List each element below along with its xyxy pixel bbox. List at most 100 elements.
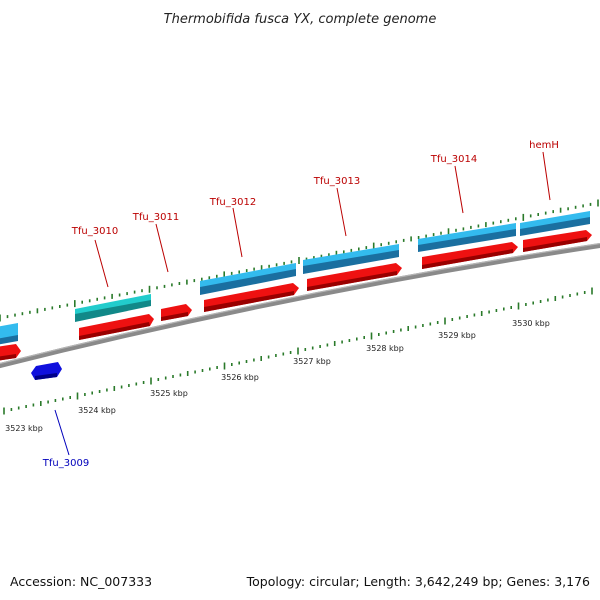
ruler-label: 3528 kbp (366, 344, 404, 353)
gene-Tfu_3011[interactable] (161, 304, 192, 321)
upper-tick (163, 284, 166, 288)
upper-tick (14, 313, 16, 317)
ruler-tick (62, 397, 64, 401)
gene-Tfu_3014-reverse-track[interactable] (422, 242, 518, 269)
gene-hemH[interactable] (520, 211, 590, 236)
ruler-tick (429, 322, 432, 326)
ruler-tick (532, 301, 534, 305)
genome-summary-text: Topology: circular; Length: 3,642,249 bp… (246, 574, 590, 589)
ruler-tick (561, 295, 564, 299)
gene-Tfu_3013[interactable] (303, 244, 399, 274)
ruler-tick (223, 362, 226, 370)
upper-tick (81, 300, 83, 304)
ruler-tick (378, 333, 380, 336)
gene-label-Tfu_3012[interactable]: Tfu_3012 (209, 197, 256, 208)
upper-tick (51, 306, 54, 310)
label-leader-Tfu_3011 (155, 223, 169, 273)
upper-tick (290, 260, 293, 264)
ruler-tick (282, 352, 285, 356)
ruler-tick (304, 348, 307, 351)
upper-tick (313, 256, 315, 260)
gene-label-Tfu_3014[interactable]: Tfu_3014 (430, 154, 477, 165)
gene-label-hemH[interactable]: hemH (529, 140, 559, 151)
upper-tick (178, 282, 181, 285)
upper-tick (335, 250, 338, 256)
ruler-tick (91, 391, 93, 395)
ruler-tick (422, 324, 424, 327)
ruler-tick (458, 316, 461, 320)
ruler-tick (341, 340, 343, 344)
gene-Tfu_3014[interactable] (418, 223, 516, 252)
label-leader-Tfu_3012 (232, 207, 243, 258)
ruler-tick (444, 317, 446, 325)
gene-Tfu_3012-reverse-track[interactable] (204, 283, 299, 312)
upper-tick (193, 279, 196, 283)
upper-tick (111, 293, 113, 299)
ruler-tick (69, 396, 71, 399)
ruler-label: 3523 kbp (5, 424, 43, 433)
ruler-tick (348, 339, 351, 342)
gene-label-Tfu_3013[interactable]: Tfu_3013 (313, 176, 360, 187)
gene-Tfu_3012[interactable] (200, 263, 296, 295)
label-leader-Tfu_3014 (454, 165, 464, 214)
ruler-tick (76, 392, 79, 400)
upper-tick (44, 307, 46, 311)
ruler-labels: 3523 kbp 3524 kbp 3525 kbp 3526 kbp 3527 kbp… (5, 319, 550, 433)
upper-tick (59, 305, 61, 308)
upper-tick (372, 242, 375, 250)
upper-tick (440, 231, 442, 235)
upper-tick-track (0, 199, 599, 322)
ruler-tick (113, 386, 116, 391)
ruler-tick (297, 347, 299, 355)
ruler-tick (569, 294, 571, 297)
upper-tick (515, 217, 517, 221)
ruler-tick (591, 287, 593, 295)
gene-Tfu_3010-reverse-track[interactable] (79, 314, 154, 340)
upper-tick (537, 213, 539, 216)
partial-gene-left-forward[interactable] (0, 323, 18, 345)
ruler-tick (473, 313, 476, 317)
upper-tick (552, 210, 554, 214)
upper-tick (96, 297, 98, 301)
ruler-tick (356, 337, 358, 341)
partial-gene-left-reverse[interactable] (0, 344, 21, 361)
upper-tick (343, 250, 345, 254)
gene-Tfu_3010[interactable] (75, 294, 151, 322)
gene-Tfu_3009[interactable] (31, 362, 62, 380)
upper-tick (462, 227, 465, 231)
ruler-tick (157, 378, 160, 381)
ruler-tick (517, 302, 520, 310)
ruler-tick (480, 311, 483, 316)
ruler-tick (554, 296, 557, 301)
genome-backbone-highlight (0, 242, 600, 365)
label-leader-Tfu_3010 (94, 239, 109, 288)
upper-tick (74, 300, 76, 308)
upper-tick (589, 202, 592, 206)
upper-tick (6, 315, 9, 319)
upper-tick (66, 303, 69, 307)
ruler-tick (547, 298, 549, 302)
genome-backbone (0, 242, 600, 369)
ruler-label: 3526 kbp (221, 373, 259, 382)
upper-tick (455, 228, 457, 232)
label-leader-Tfu_3009 (54, 409, 70, 456)
gene-hemH-reverse-track[interactable] (523, 230, 592, 252)
ruler-tick (488, 310, 490, 314)
upper-tick (522, 213, 525, 221)
gene-label-Tfu_3011[interactable]: Tfu_3011 (132, 212, 179, 223)
gene-label-Tfu_3010[interactable]: Tfu_3010 (71, 226, 118, 237)
upper-tick (320, 254, 323, 258)
upper-tick (477, 224, 480, 228)
upper-tick (283, 261, 285, 265)
ruler-tick (25, 405, 27, 408)
ruler-tick (289, 351, 292, 354)
ruler-tick (47, 400, 49, 404)
gene-Tfu_3013-reverse-track[interactable] (307, 263, 402, 291)
upper-tick (36, 308, 39, 314)
ruler-tick (407, 326, 409, 331)
upper-tick (380, 243, 382, 247)
ruler-tick (179, 373, 182, 377)
upper-tick (156, 286, 158, 290)
ruler-tick (370, 332, 373, 340)
gene-label-Tfu_3009[interactable]: Tfu_3009 (42, 458, 89, 469)
